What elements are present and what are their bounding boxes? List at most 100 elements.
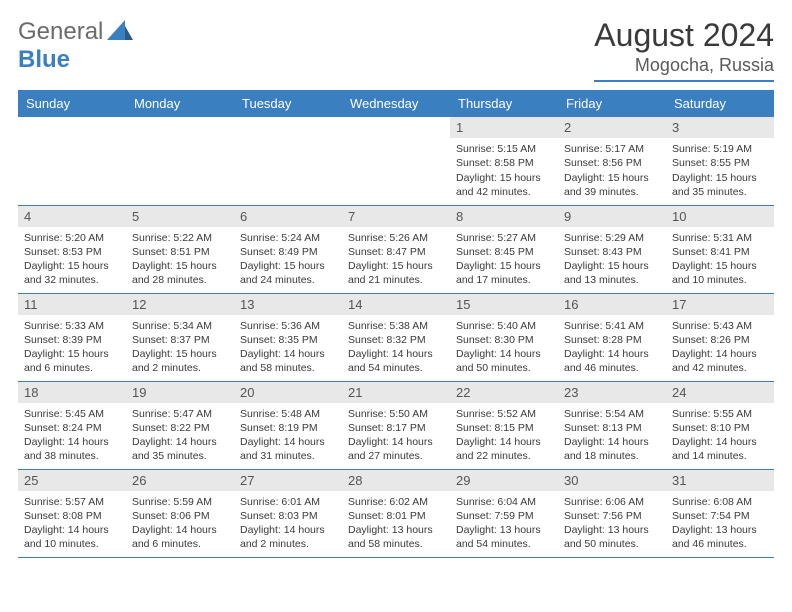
day-number: 16 xyxy=(558,294,666,315)
calendar-cell: 2Sunrise: 5:17 AMSunset: 8:56 PMDaylight… xyxy=(558,117,666,205)
calendar-cell: 4Sunrise: 5:20 AMSunset: 8:53 PMDaylight… xyxy=(18,205,126,293)
col-monday: Monday xyxy=(126,90,234,117)
page-subtitle: Mogocha, Russia xyxy=(594,55,774,82)
calendar-cell: 5Sunrise: 5:22 AMSunset: 8:51 PMDaylight… xyxy=(126,205,234,293)
calendar-cell xyxy=(342,117,450,205)
calendar-cell: 31Sunrise: 6:08 AMSunset: 7:54 PMDayligh… xyxy=(666,469,774,557)
day-number: 28 xyxy=(342,470,450,491)
col-friday: Friday xyxy=(558,90,666,117)
triangle-icon xyxy=(107,20,133,45)
day-details: Sunrise: 5:33 AMSunset: 8:39 PMDaylight:… xyxy=(18,315,126,380)
day-details: Sunrise: 5:55 AMSunset: 8:10 PMDaylight:… xyxy=(666,403,774,468)
logo-text-general: General xyxy=(18,18,103,45)
calendar-cell: 20Sunrise: 5:48 AMSunset: 8:19 PMDayligh… xyxy=(234,381,342,469)
calendar-table: Sunday Monday Tuesday Wednesday Thursday… xyxy=(18,90,774,558)
calendar-cell: 27Sunrise: 6:01 AMSunset: 8:03 PMDayligh… xyxy=(234,469,342,557)
calendar-cell: 26Sunrise: 5:59 AMSunset: 8:06 PMDayligh… xyxy=(126,469,234,557)
calendar-cell: 10Sunrise: 5:31 AMSunset: 8:41 PMDayligh… xyxy=(666,205,774,293)
day-number: 6 xyxy=(234,206,342,227)
calendar-cell: 18Sunrise: 5:45 AMSunset: 8:24 PMDayligh… xyxy=(18,381,126,469)
day-details: Sunrise: 6:06 AMSunset: 7:56 PMDaylight:… xyxy=(558,491,666,556)
day-number: 12 xyxy=(126,294,234,315)
day-details: Sunrise: 5:52 AMSunset: 8:15 PMDaylight:… xyxy=(450,403,558,468)
day-details: Sunrise: 5:19 AMSunset: 8:55 PMDaylight:… xyxy=(666,138,774,203)
day-details: Sunrise: 5:41 AMSunset: 8:28 PMDaylight:… xyxy=(558,315,666,380)
day-details: Sunrise: 5:36 AMSunset: 8:35 PMDaylight:… xyxy=(234,315,342,380)
calendar-cell: 6Sunrise: 5:24 AMSunset: 8:49 PMDaylight… xyxy=(234,205,342,293)
calendar-cell: 11Sunrise: 5:33 AMSunset: 8:39 PMDayligh… xyxy=(18,293,126,381)
logo: General Blue xyxy=(18,18,133,74)
day-number: 14 xyxy=(342,294,450,315)
day-details: Sunrise: 5:45 AMSunset: 8:24 PMDaylight:… xyxy=(18,403,126,468)
day-details: Sunrise: 6:08 AMSunset: 7:54 PMDaylight:… xyxy=(666,491,774,556)
page-title: August 2024 xyxy=(594,18,774,53)
day-number: 21 xyxy=(342,382,450,403)
col-saturday: Saturday xyxy=(666,90,774,117)
calendar-cell xyxy=(18,117,126,205)
day-details: Sunrise: 5:48 AMSunset: 8:19 PMDaylight:… xyxy=(234,403,342,468)
day-number: 20 xyxy=(234,382,342,403)
col-tuesday: Tuesday xyxy=(234,90,342,117)
calendar-cell: 8Sunrise: 5:27 AMSunset: 8:45 PMDaylight… xyxy=(450,205,558,293)
day-details: Sunrise: 5:47 AMSunset: 8:22 PMDaylight:… xyxy=(126,403,234,468)
day-details: Sunrise: 5:43 AMSunset: 8:26 PMDaylight:… xyxy=(666,315,774,380)
calendar-cell: 9Sunrise: 5:29 AMSunset: 8:43 PMDaylight… xyxy=(558,205,666,293)
calendar-cell: 25Sunrise: 5:57 AMSunset: 8:08 PMDayligh… xyxy=(18,469,126,557)
day-details: Sunrise: 5:38 AMSunset: 8:32 PMDaylight:… xyxy=(342,315,450,380)
day-details: Sunrise: 5:26 AMSunset: 8:47 PMDaylight:… xyxy=(342,227,450,292)
day-number: 8 xyxy=(450,206,558,227)
header: General Blue August 2024 Mogocha, Russia xyxy=(18,18,774,82)
day-number: 10 xyxy=(666,206,774,227)
calendar-cell: 13Sunrise: 5:36 AMSunset: 8:35 PMDayligh… xyxy=(234,293,342,381)
day-details: Sunrise: 5:20 AMSunset: 8:53 PMDaylight:… xyxy=(18,227,126,292)
calendar-cell: 30Sunrise: 6:06 AMSunset: 7:56 PMDayligh… xyxy=(558,469,666,557)
col-thursday: Thursday xyxy=(450,90,558,117)
day-number: 18 xyxy=(18,382,126,403)
day-number: 26 xyxy=(126,470,234,491)
calendar-cell xyxy=(126,117,234,205)
day-details: Sunrise: 5:22 AMSunset: 8:51 PMDaylight:… xyxy=(126,227,234,292)
calendar-cell: 29Sunrise: 6:04 AMSunset: 7:59 PMDayligh… xyxy=(450,469,558,557)
day-number: 27 xyxy=(234,470,342,491)
day-details: Sunrise: 5:57 AMSunset: 8:08 PMDaylight:… xyxy=(18,491,126,556)
day-number: 5 xyxy=(126,206,234,227)
day-details: Sunrise: 5:24 AMSunset: 8:49 PMDaylight:… xyxy=(234,227,342,292)
day-number: 23 xyxy=(558,382,666,403)
calendar-week-row: 1Sunrise: 5:15 AMSunset: 8:58 PMDaylight… xyxy=(18,117,774,205)
day-details: Sunrise: 5:40 AMSunset: 8:30 PMDaylight:… xyxy=(450,315,558,380)
day-details: Sunrise: 5:50 AMSunset: 8:17 PMDaylight:… xyxy=(342,403,450,468)
day-number: 7 xyxy=(342,206,450,227)
day-details: Sunrise: 6:02 AMSunset: 8:01 PMDaylight:… xyxy=(342,491,450,556)
day-number: 11 xyxy=(18,294,126,315)
day-number: 4 xyxy=(18,206,126,227)
calendar-cell xyxy=(234,117,342,205)
day-number: 22 xyxy=(450,382,558,403)
calendar-week-row: 4Sunrise: 5:20 AMSunset: 8:53 PMDaylight… xyxy=(18,205,774,293)
day-number: 17 xyxy=(666,294,774,315)
col-wednesday: Wednesday xyxy=(342,90,450,117)
day-number: 30 xyxy=(558,470,666,491)
calendar-cell: 17Sunrise: 5:43 AMSunset: 8:26 PMDayligh… xyxy=(666,293,774,381)
weekday-header-row: Sunday Monday Tuesday Wednesday Thursday… xyxy=(18,90,774,117)
day-details: Sunrise: 5:54 AMSunset: 8:13 PMDaylight:… xyxy=(558,403,666,468)
calendar-cell: 23Sunrise: 5:54 AMSunset: 8:13 PMDayligh… xyxy=(558,381,666,469)
calendar-cell: 14Sunrise: 5:38 AMSunset: 8:32 PMDayligh… xyxy=(342,293,450,381)
calendar-week-row: 18Sunrise: 5:45 AMSunset: 8:24 PMDayligh… xyxy=(18,381,774,469)
col-sunday: Sunday xyxy=(18,90,126,117)
calendar-cell: 24Sunrise: 5:55 AMSunset: 8:10 PMDayligh… xyxy=(666,381,774,469)
calendar-cell: 16Sunrise: 5:41 AMSunset: 8:28 PMDayligh… xyxy=(558,293,666,381)
calendar-week-row: 25Sunrise: 5:57 AMSunset: 8:08 PMDayligh… xyxy=(18,469,774,557)
day-details: Sunrise: 5:17 AMSunset: 8:56 PMDaylight:… xyxy=(558,138,666,203)
day-number: 24 xyxy=(666,382,774,403)
calendar-cell: 1Sunrise: 5:15 AMSunset: 8:58 PMDaylight… xyxy=(450,117,558,205)
calendar-cell: 15Sunrise: 5:40 AMSunset: 8:30 PMDayligh… xyxy=(450,293,558,381)
day-number: 13 xyxy=(234,294,342,315)
day-details: Sunrise: 5:34 AMSunset: 8:37 PMDaylight:… xyxy=(126,315,234,380)
day-details: Sunrise: 5:29 AMSunset: 8:43 PMDaylight:… xyxy=(558,227,666,292)
day-details: Sunrise: 5:27 AMSunset: 8:45 PMDaylight:… xyxy=(450,227,558,292)
calendar-cell: 21Sunrise: 5:50 AMSunset: 8:17 PMDayligh… xyxy=(342,381,450,469)
day-number: 2 xyxy=(558,117,666,138)
logo-text-blue: Blue xyxy=(18,46,70,73)
calendar-cell: 7Sunrise: 5:26 AMSunset: 8:47 PMDaylight… xyxy=(342,205,450,293)
day-details: Sunrise: 6:04 AMSunset: 7:59 PMDaylight:… xyxy=(450,491,558,556)
